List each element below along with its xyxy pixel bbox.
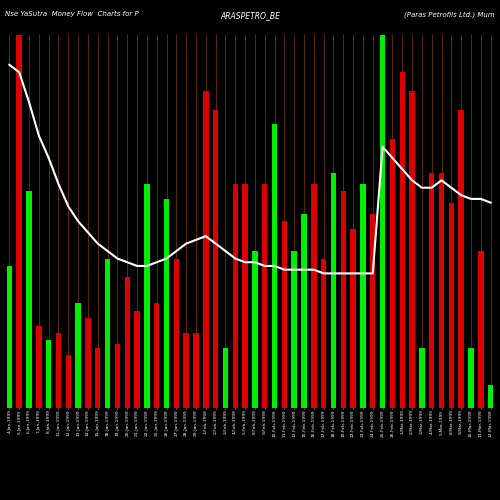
Bar: [114, 344, 120, 408]
Bar: [390, 140, 395, 407]
Bar: [488, 385, 494, 407]
Bar: [340, 192, 346, 408]
Bar: [222, 348, 228, 408]
Bar: [262, 184, 268, 408]
Bar: [144, 184, 150, 408]
Bar: [154, 303, 160, 408]
Bar: [36, 326, 42, 407]
Bar: [410, 91, 415, 408]
Bar: [213, 110, 218, 408]
Bar: [174, 258, 179, 408]
Bar: [16, 35, 22, 407]
Bar: [66, 356, 71, 408]
Bar: [350, 228, 356, 408]
Bar: [95, 348, 100, 408]
Bar: [203, 91, 208, 408]
Bar: [56, 333, 61, 407]
Bar: [419, 348, 424, 408]
Bar: [458, 110, 464, 408]
Bar: [272, 124, 278, 408]
Bar: [429, 173, 434, 408]
Text: ARASPETRO_BE: ARASPETRO_BE: [220, 11, 280, 20]
Bar: [252, 251, 258, 408]
Bar: [448, 202, 454, 408]
Bar: [302, 214, 306, 408]
Bar: [242, 184, 248, 408]
Bar: [380, 35, 386, 407]
Bar: [370, 214, 376, 408]
Bar: [46, 340, 52, 407]
Bar: [439, 173, 444, 408]
Bar: [134, 310, 140, 408]
Bar: [85, 318, 90, 408]
Bar: [478, 251, 484, 408]
Bar: [194, 333, 198, 407]
Bar: [6, 266, 12, 408]
Bar: [124, 277, 130, 407]
Bar: [468, 348, 473, 408]
Bar: [105, 258, 110, 408]
Bar: [400, 72, 405, 407]
Text: Nse YaSutra  Money Flow  Charts for P: Nse YaSutra Money Flow Charts for P: [5, 11, 139, 17]
Bar: [184, 333, 189, 407]
Bar: [331, 173, 336, 408]
Bar: [164, 199, 169, 408]
Text: (Paras Petrofils Ltd.) Mum: (Paras Petrofils Ltd.) Mum: [404, 11, 495, 18]
Bar: [26, 192, 32, 408]
Bar: [282, 221, 287, 408]
Bar: [232, 184, 238, 408]
Bar: [311, 184, 316, 408]
Bar: [360, 184, 366, 408]
Bar: [76, 303, 81, 408]
Bar: [292, 251, 297, 408]
Bar: [321, 258, 326, 408]
